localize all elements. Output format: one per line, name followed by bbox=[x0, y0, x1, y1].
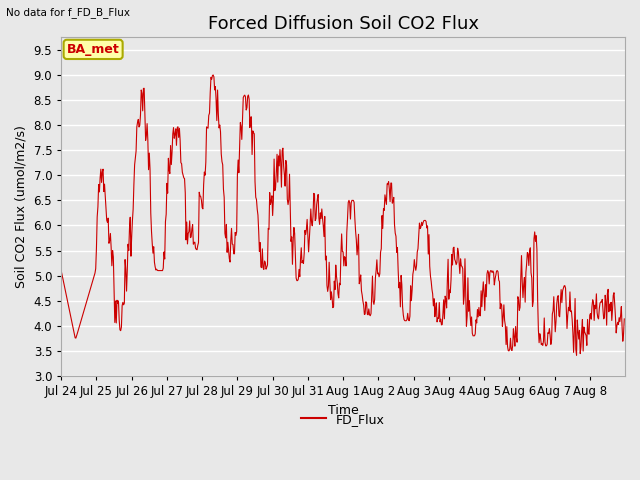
Y-axis label: Soil CO2 Flux (umol/m2/s): Soil CO2 Flux (umol/m2/s) bbox=[15, 125, 28, 288]
Text: BA_met: BA_met bbox=[67, 43, 120, 56]
Title: Forced Diffusion Soil CO2 Flux: Forced Diffusion Soil CO2 Flux bbox=[207, 15, 479, 33]
Text: No data for f_FD_B_Flux: No data for f_FD_B_Flux bbox=[6, 7, 131, 18]
X-axis label: Time: Time bbox=[328, 404, 358, 417]
Legend: FD_Flux: FD_Flux bbox=[296, 408, 390, 431]
